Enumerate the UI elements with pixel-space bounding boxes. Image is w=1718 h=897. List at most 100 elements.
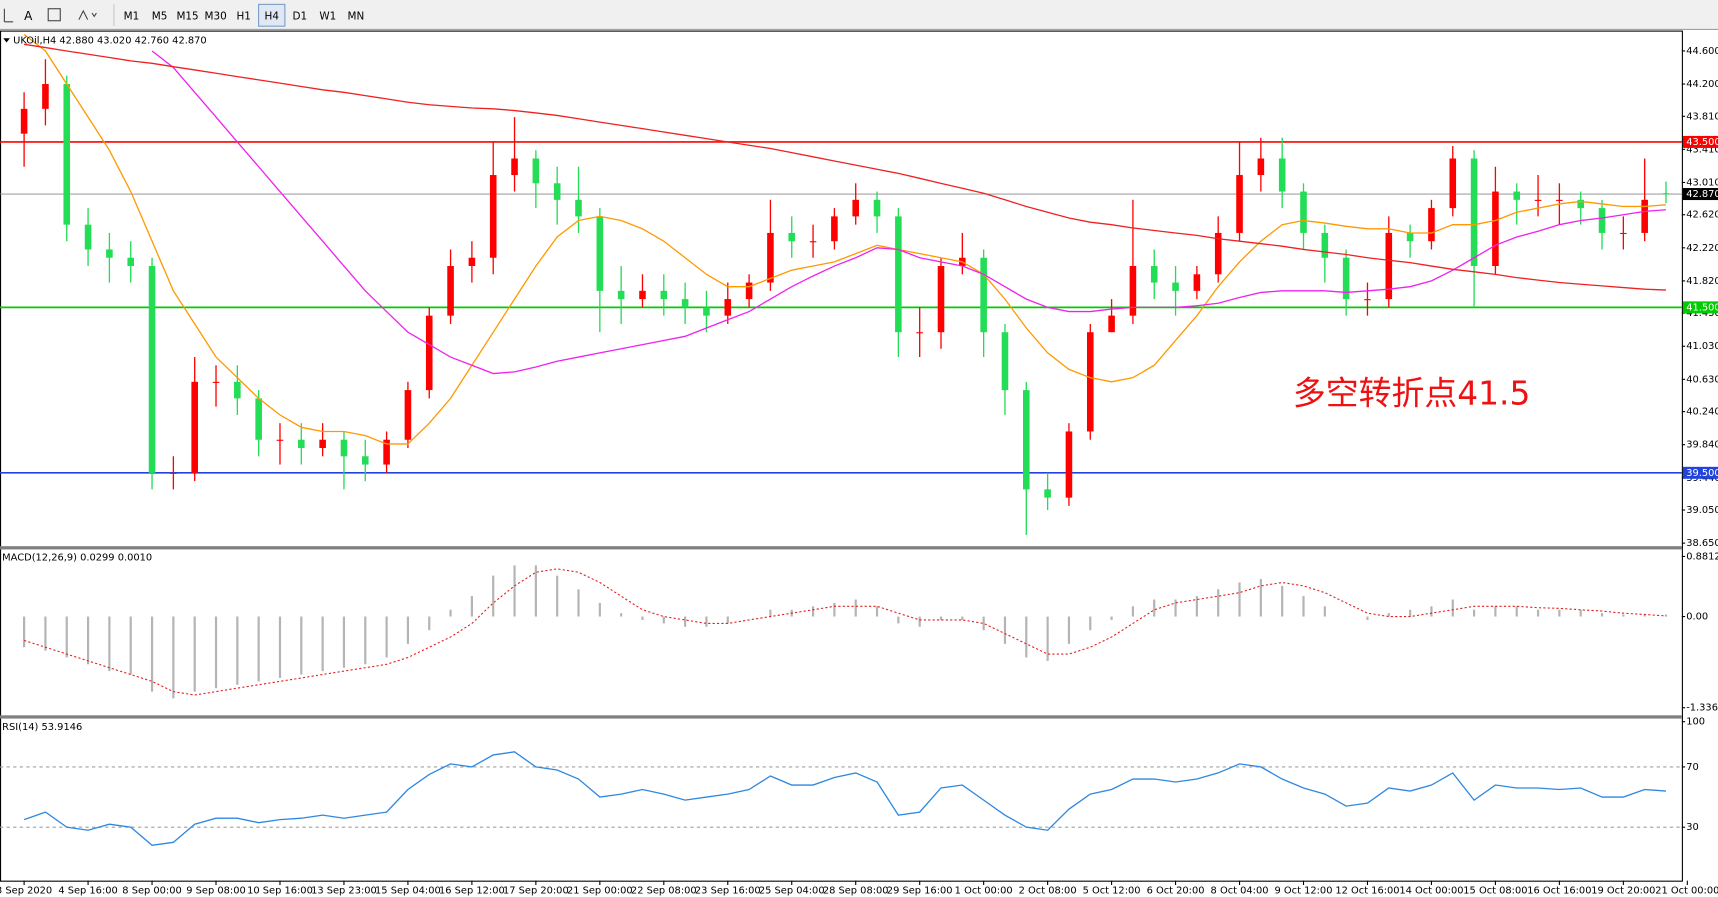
candle-body (809, 241, 817, 243)
candle-body (404, 390, 412, 440)
x-tick-label: 13 Sep 23:00 (311, 885, 377, 896)
candle-body (788, 232, 796, 242)
timeframe-button[interactable]: W1 (319, 10, 336, 22)
x-tick-label: 19 Oct 20:00 (1591, 885, 1655, 896)
candle-body (1513, 191, 1521, 200)
candle-body (937, 266, 945, 333)
level-label-box (1682, 466, 1718, 479)
candle-body (1598, 208, 1606, 233)
x-tick-label: 2 Oct 08:00 (1019, 885, 1077, 896)
x-tick-label: 9 Oct 12:00 (1275, 885, 1333, 896)
candle-body (1321, 232, 1329, 258)
pane-title: UKOil,H4 42.880 43.020 42.760 42.870 (13, 35, 207, 46)
candle-body (553, 183, 561, 200)
pane-title: RSI(14) 53.9146 (2, 722, 82, 733)
x-tick-label: 9 Sep 08:00 (186, 885, 245, 896)
candle-body (1342, 257, 1350, 300)
candle-body (1620, 232, 1627, 235)
timeframe-button[interactable]: M15 (176, 10, 198, 22)
last-price-label: 42.870 (1686, 189, 1718, 200)
candle-body (212, 381, 220, 383)
tool-label[interactable] (47, 8, 61, 22)
candle-body (1556, 199, 1563, 201)
x-tick-label: 15 Oct 08:00 (1463, 885, 1527, 896)
candle-body (361, 456, 369, 465)
rsi-line (23, 751, 1667, 846)
annotation: 多空转折点41.5 (1293, 375, 1530, 413)
candle-body (170, 472, 177, 474)
candle-body (1492, 191, 1499, 267)
candle-body (255, 398, 262, 440)
candle-body (127, 257, 135, 267)
x-tick-label: 4 Sep 16:00 (58, 885, 117, 896)
candle-body (1150, 266, 1158, 283)
y-tick-label: 70 (1686, 762, 1699, 773)
candle-body (1172, 282, 1179, 291)
candle-body (106, 249, 113, 258)
candle-body (1001, 332, 1009, 391)
candle-body (340, 439, 348, 457)
candle-body (1023, 390, 1030, 490)
y-tick-label: 0.00 (1686, 612, 1708, 623)
tool-cursor[interactable] (3, 8, 14, 23)
y-tick-label: 39.050 (1686, 505, 1718, 516)
candle-body (148, 266, 156, 473)
candle-body (1385, 232, 1393, 300)
candle-body (468, 257, 476, 267)
candle-body (852, 199, 859, 217)
x-tick-label: 22 Sep 08:00 (631, 885, 697, 896)
toolbar-tools: A (3, 4, 115, 27)
last-price-box (1682, 188, 1718, 201)
y-tick-label: 40.240 (1686, 407, 1718, 418)
timeframe-button[interactable]: D1 (292, 10, 307, 22)
candle-body (980, 257, 987, 333)
timeframe-button[interactable]: M30 (205, 10, 227, 22)
x-tick-label: 12 Oct 16:00 (1335, 885, 1399, 896)
x-tick-label: 8 Oct 04:00 (1211, 885, 1269, 896)
candle-body (575, 199, 582, 217)
candle-body (1470, 158, 1478, 267)
candle-body (511, 158, 518, 176)
timeframe-button[interactable]: MN (347, 10, 364, 22)
x-tick-label: 25 Sep 04:00 (759, 885, 825, 896)
y-tick-label: -1.3368 (1686, 703, 1718, 714)
toolbar: A M1 M5 M15 M30 H1 H4 D1 W1 MN (0, 0, 1718, 31)
moving-average (23, 33, 1667, 445)
candle-body (319, 439, 326, 449)
active-timeframe-box (258, 3, 286, 27)
x-tick-label: 5 Oct 12:00 (1083, 885, 1141, 896)
candle-body (383, 439, 390, 465)
x-tick-label: 3 Sep 2020 (0, 885, 52, 896)
timeframe-button[interactable]: H1 (236, 10, 250, 22)
candle-body (42, 84, 49, 109)
x-tick-label: 23 Sep 16:00 (695, 885, 761, 896)
x-tick-label: 8 Sep 00:00 (122, 885, 181, 896)
candle-body (1193, 274, 1201, 291)
timeframe-button[interactable]: M5 (152, 10, 168, 22)
y-tick-label: 42.220 (1686, 243, 1718, 254)
x-tick-label: 6 Oct 20:00 (1147, 885, 1205, 896)
timeframe-button[interactable]: H4 (265, 10, 280, 22)
tool-text[interactable]: A (24, 9, 33, 23)
candle-body (234, 381, 241, 399)
candle-body (1406, 232, 1414, 242)
candle-body (532, 158, 540, 184)
candle-body (1129, 266, 1137, 316)
tool-arrows[interactable] (78, 9, 97, 20)
y-tick-label: 43.010 (1686, 177, 1718, 188)
chart-frame (0, 30, 1683, 882)
candle-body (63, 84, 71, 225)
level-label: 39.500 (1686, 468, 1718, 479)
y-tick-label: 0.8812 (1686, 551, 1718, 562)
timeframe-button[interactable]: M1 (124, 10, 140, 22)
candle-body (84, 224, 92, 250)
candle-body (681, 299, 689, 308)
candle-body (1534, 199, 1542, 201)
toolbar-background (0, 0, 1718, 30)
y-tick-label: 43.410 (1686, 144, 1718, 155)
y-tick-label: 30 (1686, 822, 1699, 833)
candle-body (1257, 158, 1265, 176)
level-label-box (1682, 135, 1718, 148)
candle-body (1300, 191, 1307, 233)
candle-body (1278, 158, 1286, 192)
